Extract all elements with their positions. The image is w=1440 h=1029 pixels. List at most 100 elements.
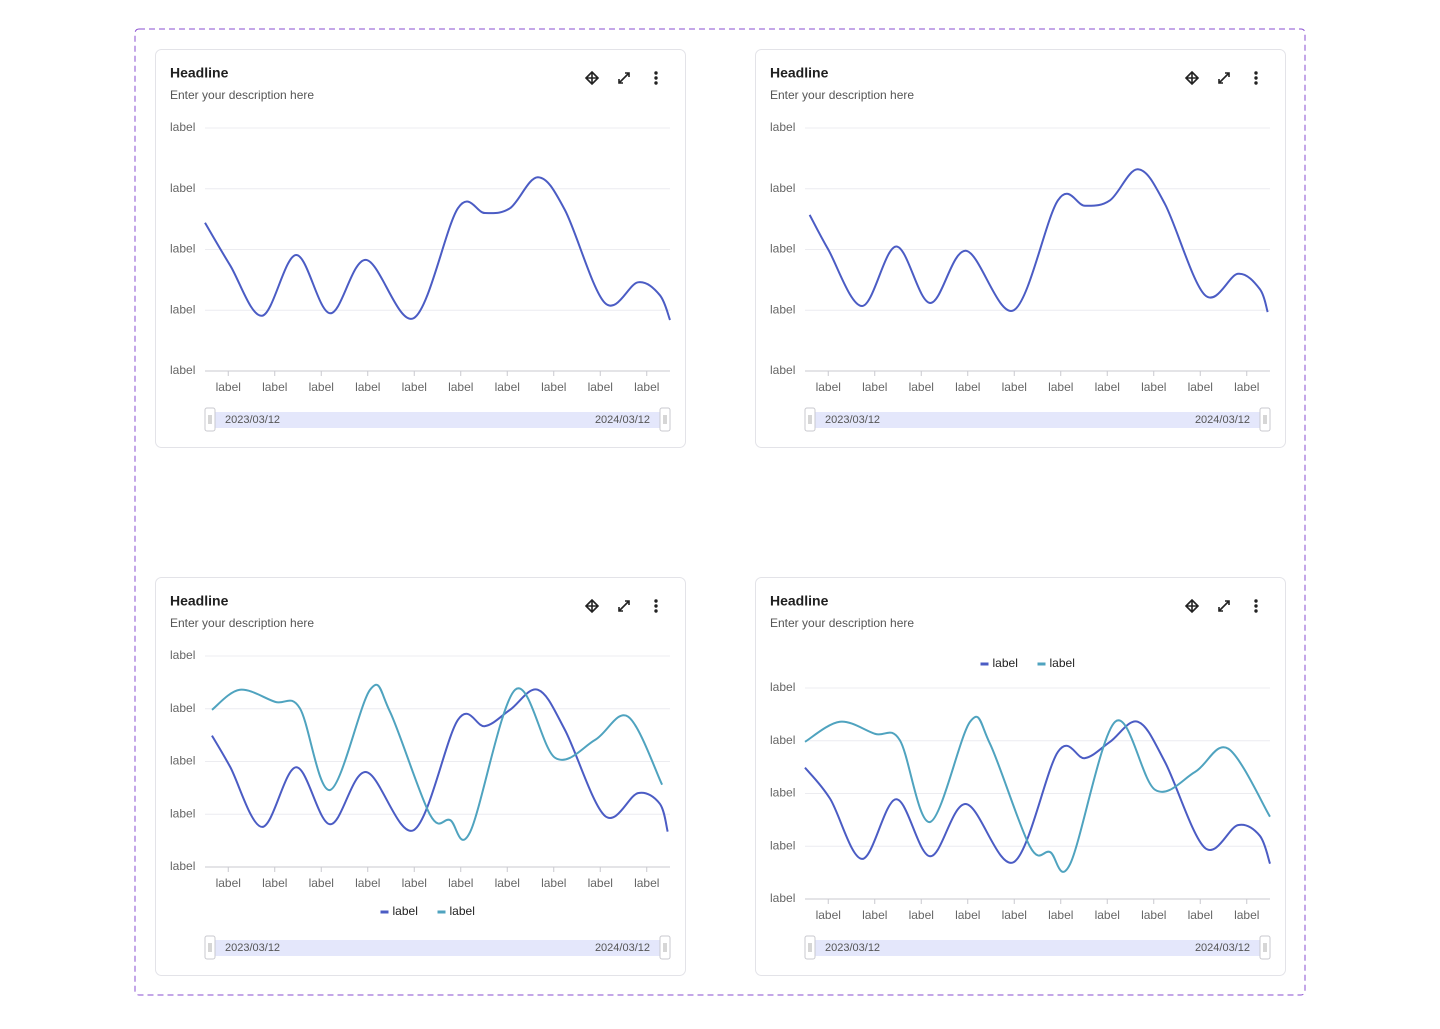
x-tick-label: label <box>862 380 887 394</box>
chart-card: Headline Enter your description here label… <box>755 49 1286 448</box>
y-tick-label: label <box>170 701 195 715</box>
range-start-label: 2023/03/12 <box>225 942 280 954</box>
line-series <box>211 683 663 841</box>
more-dot <box>654 81 658 85</box>
legend-label: label <box>450 904 475 918</box>
line-series <box>808 168 1269 313</box>
move-icon[interactable] <box>1184 70 1200 86</box>
range-track <box>811 412 1264 428</box>
move-icon-shape <box>584 598 600 614</box>
y-tick-label: label <box>170 648 195 662</box>
more-dot <box>1254 76 1258 80</box>
card-background <box>155 577 686 976</box>
x-tick-label: label <box>816 380 841 394</box>
x-tick-label: label <box>1188 908 1213 922</box>
more-dot <box>1254 609 1258 613</box>
x-tick-label: label <box>862 908 887 922</box>
x-tick-label: label <box>355 380 380 394</box>
x-tick-label: label <box>1002 380 1027 394</box>
x-tick-label: label <box>216 876 241 890</box>
range-handle-grip <box>208 943 212 952</box>
range-handle[interactable] <box>204 407 216 432</box>
range-end-label: 2024/03/12 <box>1195 942 1250 954</box>
move-icon[interactable] <box>584 70 600 86</box>
more-dot <box>654 71 658 75</box>
range-handle[interactable] <box>1259 935 1271 960</box>
expand-icon-shape <box>618 72 630 84</box>
chart-subtitle: Enter your description here <box>170 88 314 102</box>
legend-swatch <box>380 910 389 914</box>
x-tick-label: label <box>634 876 659 890</box>
x-tick-label: label <box>955 380 980 394</box>
line-series <box>211 688 669 832</box>
range-handle[interactable] <box>659 407 671 432</box>
more-icon[interactable] <box>654 599 658 613</box>
range-track <box>211 412 664 428</box>
x-tick-label: label <box>588 380 613 394</box>
x-tick-label: label <box>262 380 287 394</box>
more-icon[interactable] <box>1254 599 1258 613</box>
x-tick-label: label <box>402 380 427 394</box>
y-tick-label: label <box>770 120 795 134</box>
range-start-label: 2023/03/12 <box>225 414 280 426</box>
range-handle[interactable] <box>1259 407 1271 432</box>
selection-frame <box>134 28 1306 996</box>
x-tick-label: label <box>309 380 334 394</box>
y-tick-label: label <box>170 363 195 377</box>
y-tick-label: label <box>170 120 195 134</box>
y-tick-label: label <box>170 242 195 256</box>
range-handle-grip <box>663 415 667 424</box>
range-handle[interactable] <box>804 407 816 432</box>
expand-icon-shape <box>618 600 630 612</box>
move-icon-shape <box>1184 70 1200 86</box>
chart-title: Headline <box>170 593 229 609</box>
range-handle[interactable] <box>659 935 671 960</box>
more-dot <box>1254 604 1258 608</box>
y-tick-label: label <box>770 786 795 800</box>
range-handle[interactable] <box>204 935 216 960</box>
range-handle[interactable] <box>804 935 816 960</box>
x-tick-label: label <box>309 876 334 890</box>
legend-label: label <box>393 904 418 918</box>
card-background <box>155 49 686 448</box>
x-tick-label: label <box>216 380 241 394</box>
range-handle-grip <box>663 943 667 952</box>
expand-icon[interactable] <box>618 72 630 84</box>
expand-icon[interactable] <box>618 600 630 612</box>
more-dot <box>1254 599 1258 603</box>
range-handle-grip <box>1263 415 1267 424</box>
x-tick-label: label <box>448 876 473 890</box>
x-tick-label: label <box>1048 380 1073 394</box>
y-tick-label: label <box>770 181 795 195</box>
more-icon[interactable] <box>654 71 658 85</box>
x-tick-label: label <box>495 380 520 394</box>
y-tick-label: label <box>170 181 195 195</box>
card-background <box>755 49 1286 448</box>
x-tick-label: label <box>1048 908 1073 922</box>
chart-title: Headline <box>770 65 829 81</box>
move-icon[interactable] <box>584 598 600 614</box>
range-handle-grip <box>808 415 812 424</box>
range-handle-grip <box>1263 943 1267 952</box>
y-tick-label: label <box>770 302 795 316</box>
chart-subtitle: Enter your description here <box>170 616 314 630</box>
move-icon[interactable] <box>1184 598 1200 614</box>
y-tick-label: label <box>170 302 195 316</box>
range-start-label: 2023/03/12 <box>825 942 880 954</box>
legend-label: label <box>993 656 1018 670</box>
y-tick-label: label <box>770 891 795 905</box>
y-tick-label: label <box>770 242 795 256</box>
expand-icon-shape <box>1218 600 1230 612</box>
more-icon[interactable] <box>1254 71 1258 85</box>
x-tick-label: label <box>816 908 841 922</box>
chart-card: Headline Enter your description here label… <box>755 577 1286 976</box>
y-tick-label: label <box>770 680 795 694</box>
chart-subtitle: Enter your description here <box>770 616 914 630</box>
expand-icon[interactable] <box>1218 600 1230 612</box>
y-tick-label: label <box>770 363 795 377</box>
range-start-label: 2023/03/12 <box>825 414 880 426</box>
expand-icon[interactable] <box>1218 72 1230 84</box>
x-tick-label: label <box>1095 380 1120 394</box>
chart-title: Headline <box>770 593 829 609</box>
